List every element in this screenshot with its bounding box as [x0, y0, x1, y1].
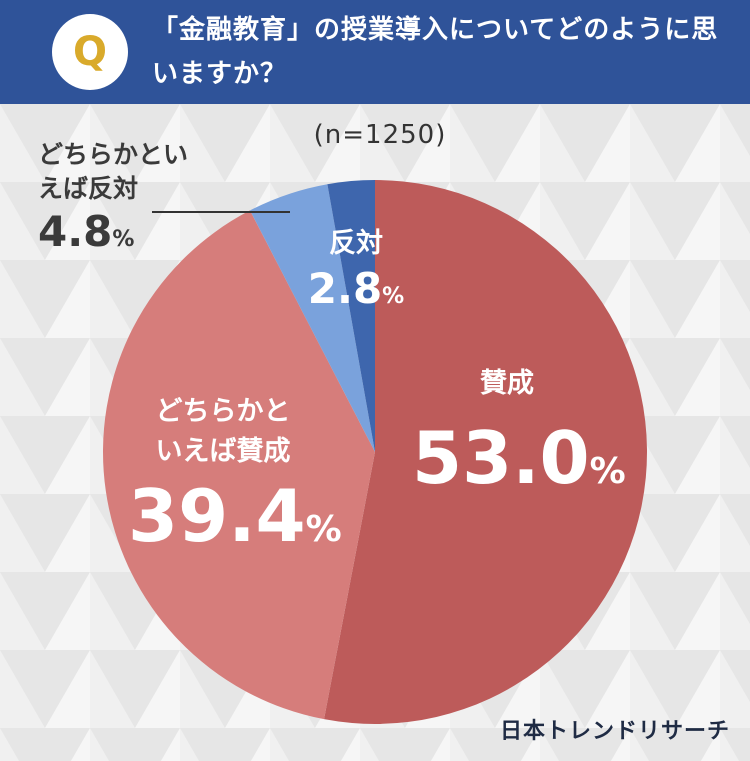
label-somewhat-agree-value-line: 39.4% [128, 480, 342, 552]
label-agree-value-line: 53.0% [412, 422, 626, 494]
label-somewhat-agree-unit: % [305, 509, 342, 550]
label-somewhat-disagree-unit: % [112, 227, 135, 252]
label-disagree-category: 反対 [329, 228, 383, 259]
pie-slice-disagree [327, 180, 375, 452]
label-somewhat-disagree-value-line: 4.8% [38, 206, 188, 266]
label-disagree-unit: % [382, 284, 405, 309]
label-somewhat-agree-category: どちらかといえば賛成 [155, 396, 291, 467]
label-somewhat-agree-value: 39.4 [128, 474, 306, 558]
label-agree-unit: % [589, 451, 626, 492]
label-agree-category: 賛成 [480, 368, 534, 399]
label-somewhat-disagree-value: 4.8 [38, 207, 113, 256]
label-disagree-value: 2.8 [307, 264, 383, 313]
pie-slice-agree [324, 180, 647, 724]
label-disagree-value-line: 2.8% [300, 268, 412, 310]
question-header: Q 「金融教育」の授業導入についてどのように思いますか？ [0, 0, 750, 104]
brand-logo: 日本トレンドリサーチ [499, 719, 730, 744]
q-badge: Q [52, 14, 128, 90]
q-badge-letter: Q [72, 29, 107, 75]
pie-slice-somewhat-agree [102, 210, 376, 720]
label-somewhat-agree: どちらかといえば賛成 39.4% [128, 392, 342, 552]
label-agree: 賛成 53.0% [412, 364, 626, 494]
label-agree-value: 53.0 [412, 416, 590, 500]
question-text: 「金融教育」の授業導入についてどのように思いますか？ [152, 15, 719, 89]
label-somewhat-disagree-category: どちらかといえば反対 [38, 140, 189, 203]
pie-slice-somewhat-disagree [249, 184, 375, 453]
label-somewhat-disagree: どちらかといえば反対 4.8% [38, 138, 188, 266]
label-disagree: 反対 2.8% [300, 224, 412, 310]
sample-size: (n=1250) [313, 120, 447, 150]
